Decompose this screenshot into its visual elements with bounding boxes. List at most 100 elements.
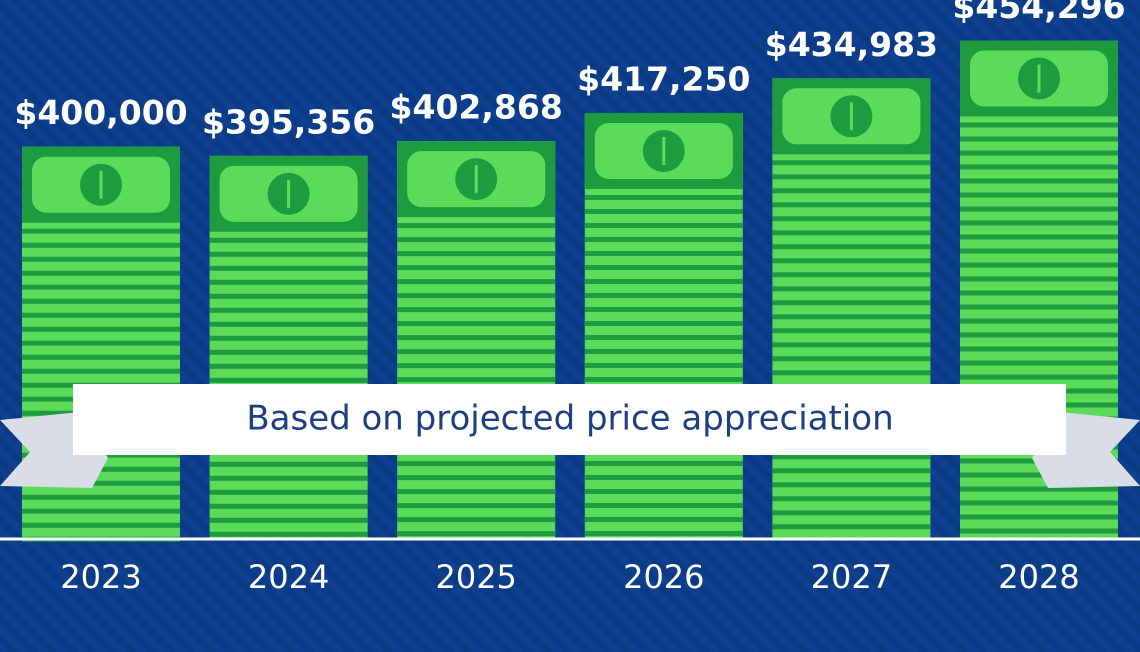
- stack-stripe: [960, 136, 1118, 142]
- stack-stripe: [397, 335, 556, 341]
- stack-stripe: [22, 340, 180, 346]
- stack-stripe: [22, 326, 180, 332]
- bars: [22, 40, 1118, 542]
- stack-stripe: [397, 517, 556, 523]
- stack-stripe: [209, 251, 368, 257]
- value-label: $402,868: [390, 88, 563, 127]
- money-stack: [584, 112, 743, 538]
- stack-stripe: [22, 494, 180, 500]
- stack-stripe: [772, 482, 931, 488]
- stack-stripe: [960, 374, 1118, 380]
- stack-stripe: [772, 188, 931, 194]
- stack-stripe: [584, 292, 743, 298]
- stack-stripe: [960, 472, 1118, 478]
- stack-stripe: [960, 164, 1118, 170]
- stack-stripe: [397, 503, 556, 509]
- x-tick-label: 2023: [60, 558, 141, 596]
- stack-stripe: [772, 496, 931, 502]
- bar: [772, 78, 931, 538]
- stack-stripe: [22, 284, 180, 290]
- stack-stripe: [584, 362, 743, 368]
- stack-stripe: [22, 228, 180, 234]
- stack-stripe: [584, 278, 743, 284]
- stack-stripe: [584, 264, 743, 270]
- stack-stripe: [397, 475, 556, 481]
- stack-stripe: [22, 354, 180, 360]
- stack-stripe: [22, 270, 180, 276]
- value-label: $434,983: [765, 25, 938, 64]
- money-stack: [397, 141, 556, 538]
- stack-stripe: [209, 321, 368, 327]
- stack-stripe: [397, 531, 556, 537]
- stack-stripe: [960, 276, 1118, 282]
- stack-stripe: [209, 363, 368, 369]
- stack-stripe: [772, 342, 931, 348]
- stack-stripe: [772, 160, 931, 166]
- value-label: $417,250: [577, 59, 750, 98]
- stack-stripe: [584, 502, 743, 508]
- value-label: $395,356: [202, 102, 375, 141]
- stack-stripe: [209, 377, 368, 383]
- stack-stripe: [209, 475, 368, 481]
- stack-stripe: [584, 306, 743, 312]
- annotation: Based on projected price appreciation: [246, 399, 893, 439]
- stack-stripe: [397, 293, 556, 299]
- stack-stripe: [772, 202, 931, 208]
- stack-stripe: [397, 237, 556, 243]
- stack-stripe: [772, 286, 931, 292]
- stack-stripe: [960, 122, 1118, 128]
- stack-stripe: [584, 474, 743, 480]
- stack-stripe: [22, 368, 180, 374]
- stack-stripe: [772, 230, 931, 236]
- stack-stripe: [960, 234, 1118, 240]
- value-label: $400,000: [14, 93, 187, 132]
- stack-stripe: [397, 251, 556, 257]
- stack-stripe: [772, 454, 931, 460]
- stack-stripe: [772, 272, 931, 278]
- stack-stripe: [960, 332, 1118, 338]
- stack-stripe: [209, 517, 368, 523]
- stack-stripe: [960, 150, 1118, 156]
- stack-stripe: [772, 244, 931, 250]
- stack-stripe: [397, 223, 556, 229]
- x-tick-label: 2024: [248, 558, 329, 596]
- stack-stripe: [209, 265, 368, 271]
- stack-stripe: [209, 489, 368, 495]
- ribbon: Based on projected price appreciation: [0, 384, 1140, 488]
- stack-stripe: [209, 349, 368, 355]
- x-tick-label: 2027: [811, 558, 892, 596]
- stack-stripe: [960, 304, 1118, 310]
- stack-stripe: [584, 250, 743, 256]
- stack-stripe: [960, 514, 1118, 520]
- stack-stripe: [772, 216, 931, 222]
- stack-stripe: [584, 222, 743, 228]
- stack-stripe: [772, 356, 931, 362]
- stack-stripe: [960, 262, 1118, 268]
- stack-stripe: [772, 300, 931, 306]
- stack-stripe: [584, 348, 743, 354]
- stack-stripe: [209, 503, 368, 509]
- x-tick-label: 2028: [998, 558, 1079, 596]
- stack-stripe: [584, 460, 743, 466]
- stack-stripe: [397, 321, 556, 327]
- stack-stripe: [397, 377, 556, 383]
- stack-stripe: [22, 508, 180, 514]
- stack-stripe: [397, 363, 556, 369]
- stack-stripe: [960, 346, 1118, 352]
- stack-stripe: [960, 360, 1118, 366]
- stack-stripe: [22, 256, 180, 262]
- stack-stripe: [772, 314, 931, 320]
- stack-stripe: [772, 258, 931, 264]
- stack-stripe: [209, 531, 368, 537]
- stack-stripe: [397, 461, 556, 467]
- stack-stripe: [960, 192, 1118, 198]
- stack-stripe: [772, 524, 931, 530]
- stack-stripe: [22, 312, 180, 318]
- stack-stripe: [584, 488, 743, 494]
- money-stack: [209, 155, 368, 538]
- stack-stripe: [209, 461, 368, 467]
- stack-stripe: [772, 370, 931, 376]
